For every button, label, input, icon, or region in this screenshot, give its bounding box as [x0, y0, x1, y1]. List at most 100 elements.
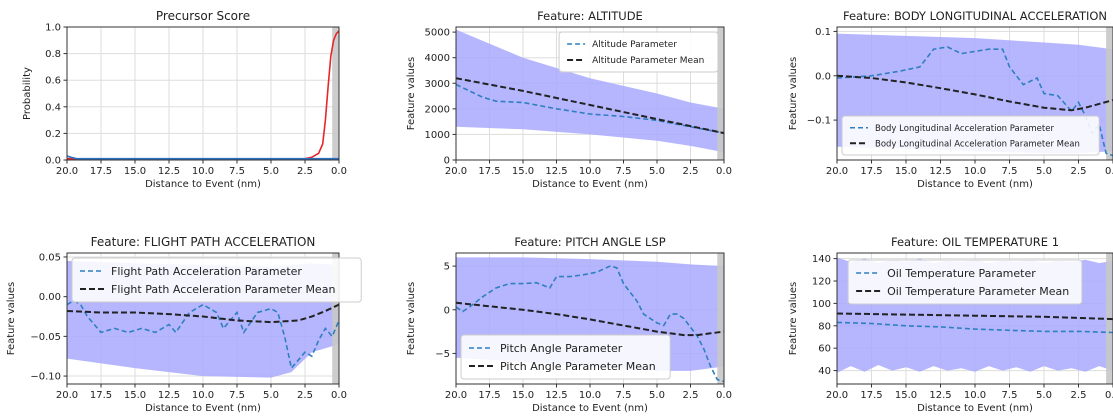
- y-tick-label: −0.10: [30, 372, 61, 383]
- x-tick-label: 0.0: [716, 166, 732, 177]
- x-tick-label: 7.5: [616, 390, 632, 401]
- chart-panel-1: 20.0 17.5 15.0 12.5 10.0 7.5 5.0 2.5 0.0 0.0 0.2 0.…: [22, 9, 347, 190]
- x-tick-label: 20.0: [826, 166, 848, 177]
- legend: Flight Path Acceleration Parameter Flight…: [71, 257, 362, 303]
- x-tick-label: 0.0: [1105, 166, 1113, 177]
- legend-label: Pitch Angle Parameter: [500, 342, 623, 355]
- chart-title: Feature: BODY LONGITUDINAL ACCELERATION: [843, 9, 1107, 23]
- legend-label: Altitude Parameter: [592, 40, 677, 50]
- x-tick-label: 20.0: [826, 390, 848, 401]
- legend-box: [558, 31, 719, 73]
- x-tick-label: 17.5: [478, 166, 500, 177]
- y-tick-label: 1.0: [45, 23, 61, 34]
- y-tick-label: 0.6: [45, 76, 61, 87]
- x-tick-label: 12.5: [929, 390, 951, 401]
- series-line-1: [67, 299, 339, 370]
- legend: Altitude Parameter Altitude Parameter Mea…: [558, 31, 719, 73]
- x-tick-label: 7.5: [229, 390, 245, 401]
- x-tick-label: 17.5: [90, 390, 112, 401]
- y-tick-label: 100: [812, 299, 831, 310]
- x-tick-label: 5.0: [263, 390, 279, 401]
- chart-panel-6: 20.0 17.5 15.0 12.5 10.0 7.5 5.0 2.5 0.0 40 60 80 10…: [788, 235, 1113, 414]
- legend-label: Oil Temperature Parameter Mean: [887, 285, 1069, 298]
- legend-label: Pitch Angle Parameter Mean: [500, 360, 656, 373]
- chart-title: Feature: PITCH ANGLE LSP: [514, 235, 665, 249]
- series-line-2: [837, 74, 1113, 112]
- legend-box: [460, 334, 671, 380]
- x-tick-label: 2.5: [1071, 166, 1087, 177]
- x-tick-label: 15.0: [124, 390, 146, 401]
- x-tick-label: 17.5: [860, 390, 882, 401]
- series-line-2: [456, 301, 724, 337]
- legend-box: [841, 115, 1100, 156]
- series-line-2: [67, 303, 339, 324]
- series-line-1: [456, 83, 724, 134]
- series-line-2: [67, 155, 339, 160]
- legend-label: Flight Path Acceleration Parameter: [111, 265, 302, 278]
- y-tick-label: 80: [818, 321, 831, 332]
- series-line-1: [837, 321, 1113, 334]
- x-tick-label: 5.0: [649, 390, 665, 401]
- y-axis-label: Feature values: [6, 282, 17, 356]
- x-tick-label: 7.5: [616, 166, 632, 177]
- x-tick-label: 17.5: [478, 390, 500, 401]
- y-tick-label: 5000: [425, 28, 450, 39]
- y-tick-label: 60: [818, 344, 831, 355]
- legend-box: [71, 257, 362, 303]
- confidence-band: [456, 29, 724, 153]
- chart-panel-5: 20.0 17.5 15.0 12.5 10.0 7.5 5.0 2.5 0.0 −5 0 5 Feat…: [406, 235, 732, 414]
- x-tick-label: 0.0: [331, 390, 347, 401]
- y-tick-label: −5: [435, 349, 450, 360]
- x-tick-label: 17.5: [860, 166, 882, 177]
- y-tick-label: 4000: [425, 53, 450, 64]
- y-axis-label: Feature values: [406, 282, 417, 356]
- series-line-2: [456, 77, 724, 135]
- y-tick-label: 0.1: [815, 27, 831, 38]
- x-tick-label: 0.0: [331, 166, 347, 177]
- legend: Oil Temperature Parameter Oil Temperature…: [847, 259, 1083, 305]
- x-tick-label: 12.5: [158, 390, 180, 401]
- y-tick-label: 0.0: [45, 156, 61, 167]
- event-shaded-region: [332, 253, 339, 384]
- x-axis-label: Distance to Event (nm): [145, 179, 261, 190]
- y-tick-label: 120: [812, 276, 831, 287]
- x-tick-label: 7.5: [1002, 166, 1018, 177]
- y-tick-label: 0.00: [39, 292, 61, 303]
- x-tick-label: 20.0: [445, 390, 467, 401]
- event-shaded-region: [332, 27, 339, 160]
- y-axis-label: Feature values: [406, 57, 417, 131]
- x-axis-label: Distance to Event (nm): [532, 403, 648, 414]
- y-tick-label: 0: [444, 156, 450, 167]
- legend-label: Oil Temperature Parameter: [887, 267, 1036, 280]
- legend-label: Altitude Parameter Mean: [592, 56, 704, 66]
- y-axis-label: Feature values: [788, 282, 799, 356]
- x-tick-label: 10.0: [964, 390, 986, 401]
- x-tick-label: 12.5: [158, 166, 180, 177]
- legend: Body Longitudinal Acceleration Parameter…: [841, 115, 1100, 156]
- y-tick-label: 40: [818, 366, 831, 377]
- y-tick-label: 1000: [425, 130, 450, 141]
- legend-label: Body Longitudinal Acceleration Parameter: [875, 124, 1054, 134]
- y-tick-label: 0.8: [45, 49, 61, 60]
- chart-title: Precursor Score: [156, 9, 250, 23]
- y-tick-label: 5: [444, 262, 450, 273]
- x-tick-label: 2.5: [297, 166, 313, 177]
- chart-panel-4: 20.0 17.5 15.0 12.5 10.0 7.5 5.0 2.5 0.0 −0.10 −0.…: [6, 235, 362, 414]
- y-tick-label: 0.05: [39, 252, 61, 263]
- y-tick-label: 2000: [425, 104, 450, 115]
- x-tick-label: 7.5: [1002, 390, 1018, 401]
- x-tick-label: 10.0: [192, 390, 214, 401]
- x-tick-label: 0.0: [1105, 390, 1113, 401]
- x-tick-label: 2.5: [683, 390, 699, 401]
- chart-title: Feature: OIL TEMPERATURE 1: [891, 235, 1059, 249]
- legend-label: Flight Path Acceleration Parameter Mean: [111, 283, 335, 296]
- x-tick-label: 15.0: [512, 166, 534, 177]
- y-tick-label: 0.0: [815, 71, 831, 82]
- series-line-2: [837, 312, 1113, 321]
- x-tick-label: 5.0: [263, 166, 279, 177]
- event-shaded-region: [717, 27, 724, 160]
- x-tick-label: 20.0: [445, 166, 467, 177]
- chart-title: Feature: ALTITUDE: [537, 9, 643, 23]
- chart-title: Feature: FLIGHT PATH ACCELERATION: [91, 235, 316, 249]
- y-tick-label: 0.4: [45, 102, 61, 113]
